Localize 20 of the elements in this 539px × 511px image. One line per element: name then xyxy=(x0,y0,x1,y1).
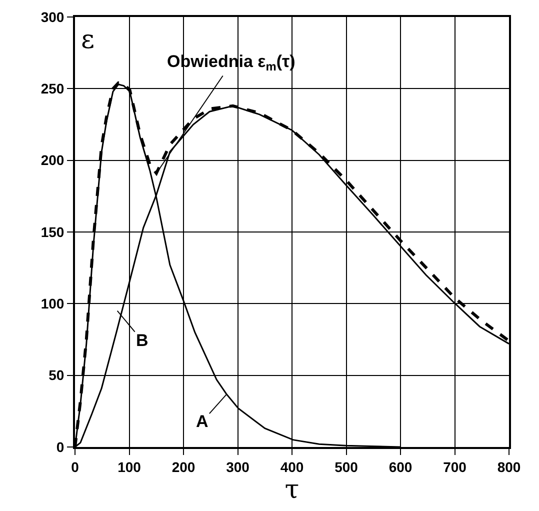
x-tick-label: 800 xyxy=(497,458,521,475)
x-tick-label: 400 xyxy=(280,458,304,475)
x-axis-title: τ xyxy=(284,474,300,505)
annotation: A xyxy=(196,412,208,431)
y-tick-label: 250 xyxy=(40,80,64,97)
x-tick-label: 700 xyxy=(443,458,467,475)
y-tick-label: 0 xyxy=(56,438,64,455)
x-tick-label: 300 xyxy=(226,458,250,475)
y-tick-label: 200 xyxy=(40,152,64,168)
annotation: B xyxy=(136,331,148,350)
y-tick-label: 50 xyxy=(48,367,64,384)
y-tick-label: 100 xyxy=(40,296,64,312)
x-tick-label: 600 xyxy=(388,458,412,475)
x-tick-label: 0 xyxy=(71,458,80,475)
x-tick-label: 500 xyxy=(334,458,358,475)
y-tick-label: 300 xyxy=(40,8,64,25)
x-tick-label: 200 xyxy=(172,458,196,475)
y-tick-label: 150 xyxy=(40,224,64,240)
x-tick-label: 100 xyxy=(118,458,142,475)
y-axis-title: ε xyxy=(81,25,94,55)
